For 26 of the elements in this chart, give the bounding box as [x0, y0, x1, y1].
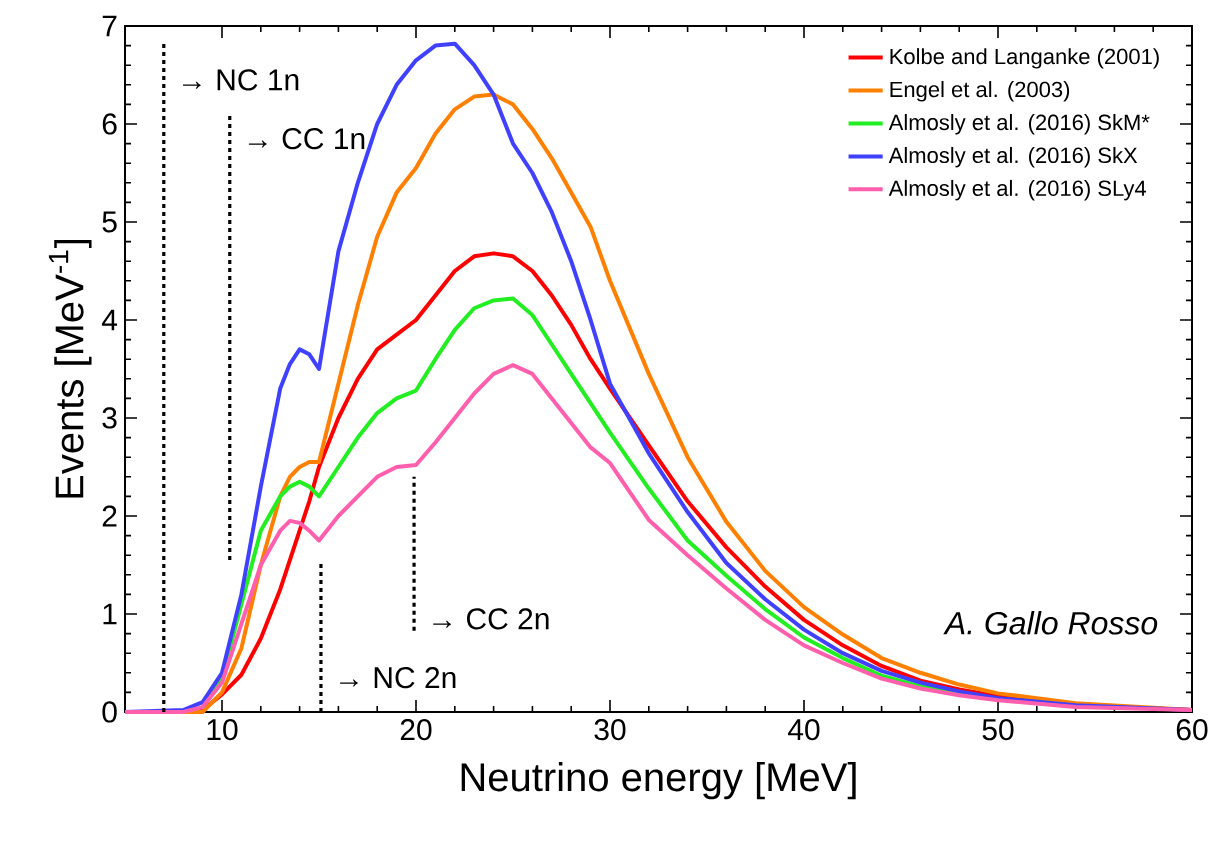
- annotation: → CC 2n: [433, 608, 549, 630]
- x-tick-label: 10: [207, 719, 238, 741]
- y-tick-label: 7: [102, 15, 117, 37]
- annotation: → NC 1n: [182, 69, 299, 91]
- y-tick-label: 0: [102, 701, 117, 723]
- legend-label: Engel et al. (2003): [890, 81, 1070, 102]
- x-axis-title: Neutrino energy [MeV]: [461, 762, 856, 800]
- x-tick-label: 60: [1176, 719, 1208, 741]
- legend-label: Almosly et al. (2016) SkX: [888, 146, 1138, 168]
- x-tick-label: 40: [788, 719, 820, 741]
- legend-label: Almosly et al. (2016) SkM*: [888, 114, 1150, 135]
- y-tick-label: 6: [102, 113, 117, 135]
- y-tick-label: 2: [102, 505, 117, 527]
- y-tick-label: 3: [102, 407, 117, 429]
- y-tick-label: 5: [102, 211, 117, 233]
- x-tick-label: 20: [400, 719, 432, 741]
- legend-label: Almosly et al. (2016) SLy4: [888, 179, 1147, 201]
- y-axis-title: Events [MeV$^{-1}$]: [48, 239, 92, 498]
- x-tick-label: 50: [982, 719, 1014, 741]
- y-tick-label: 4: [101, 309, 118, 331]
- legend-label: Kolbe and Langanke (2001): [890, 48, 1159, 69]
- x-tick-label: 30: [594, 719, 626, 741]
- annotation: → CC 1n: [248, 128, 365, 150]
- y-tick-label: 1: [103, 603, 117, 625]
- annotation: A. Gallo Rosso: [943, 611, 1158, 635]
- annotation: → NC 2n: [340, 667, 456, 689]
